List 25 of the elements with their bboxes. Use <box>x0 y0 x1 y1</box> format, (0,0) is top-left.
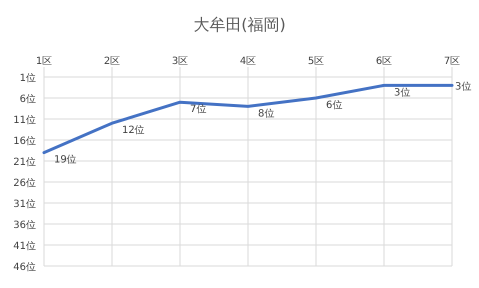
x-tick-label: 6区 <box>376 56 392 67</box>
title: 大牟田(福岡) <box>193 15 286 34</box>
x-tick-label: 4区 <box>240 56 256 67</box>
data-label: 6位 <box>326 99 342 111</box>
data-label: 3位 <box>455 80 472 92</box>
y-tick-label: 46位 <box>13 261 36 273</box>
x-tick-label: 7区 <box>444 56 460 67</box>
x-tick-label: 3区 <box>172 56 188 67</box>
data-label: 19位 <box>54 154 77 166</box>
y-tick-label: 36位 <box>13 219 36 231</box>
data-label: 3位 <box>394 86 410 98</box>
y-tick-label: 26位 <box>13 177 36 189</box>
data-label: 8位 <box>258 107 274 120</box>
y-tick-label: 6位 <box>20 93 36 105</box>
x-tick-label: 5区 <box>308 56 324 67</box>
data-label: 7位 <box>190 103 206 116</box>
y-tick-label: 1位 <box>20 72 36 84</box>
y-tick-label: 41位 <box>13 240 36 252</box>
x-tick-label: 2区 <box>104 56 120 67</box>
y-tick-label: 31位 <box>13 198 36 210</box>
x-tick-label: 1区 <box>36 56 52 67</box>
data-label: 12位 <box>122 124 145 136</box>
y-tick-label: 11位 <box>13 114 36 126</box>
y-tick-label: 16位 <box>13 135 36 147</box>
y-tick-label: 21位 <box>13 156 36 168</box>
